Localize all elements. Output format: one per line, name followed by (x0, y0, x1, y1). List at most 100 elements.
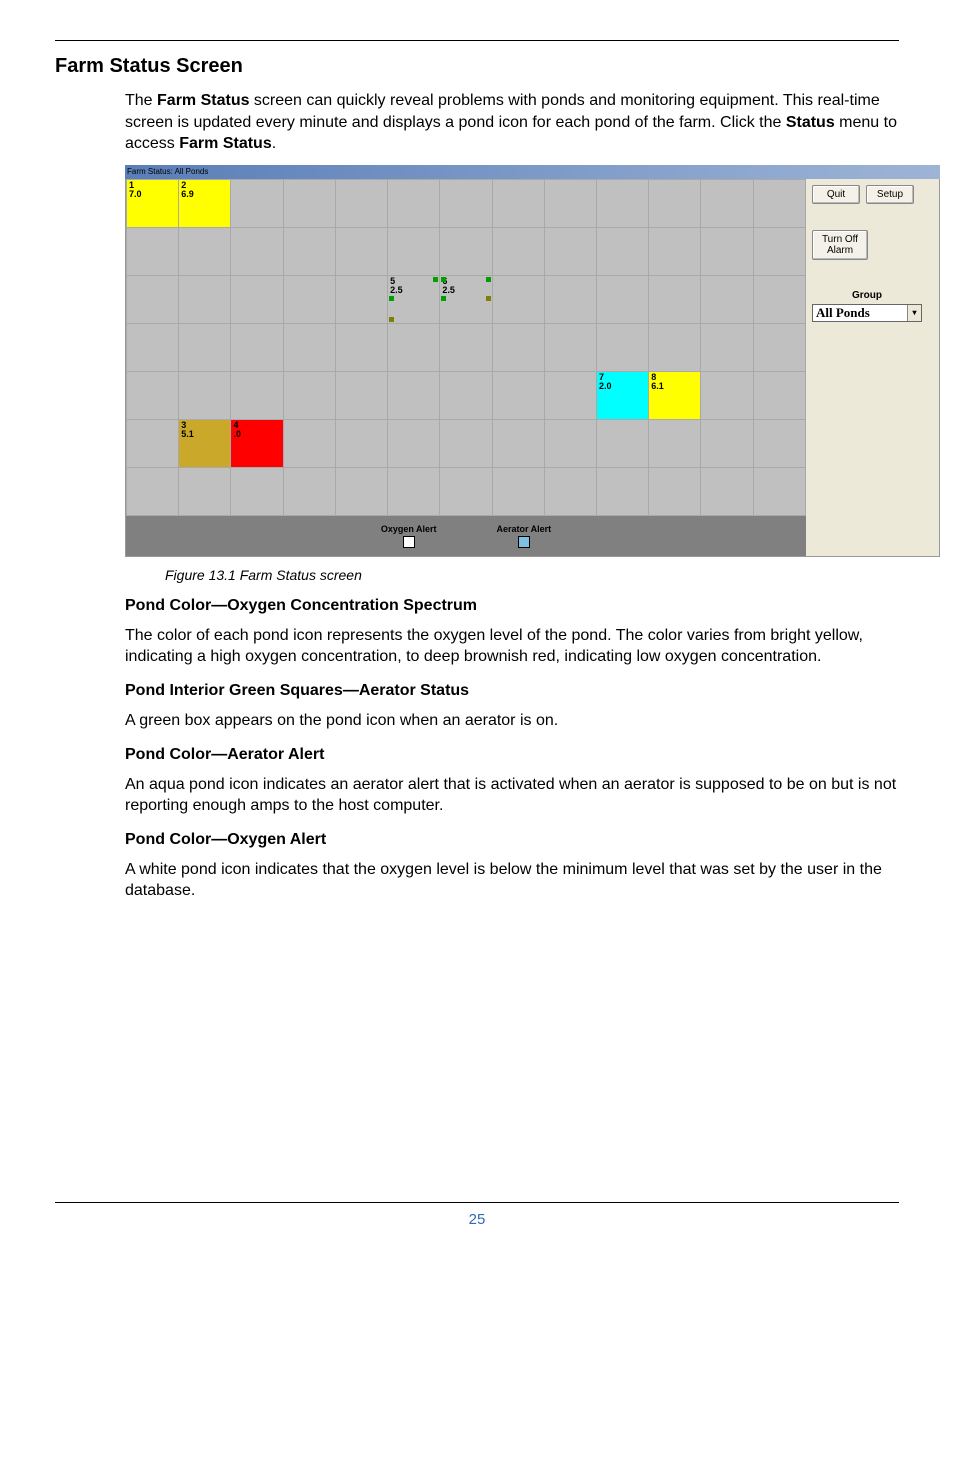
pond-cell[interactable] (440, 467, 492, 515)
pond-cell[interactable] (283, 419, 335, 467)
pond-cell[interactable] (649, 467, 701, 515)
chevron-down-icon[interactable]: ▾ (907, 305, 921, 321)
pond-cell[interactable] (283, 467, 335, 515)
pond-cell[interactable] (753, 419, 805, 467)
pond-cell[interactable] (127, 419, 179, 467)
pond-cell[interactable]: 5 2.5 (388, 275, 440, 323)
pond-cell[interactable] (335, 467, 387, 515)
pond-cell[interactable] (179, 275, 231, 323)
pond-cell[interactable]: 8 6.1 (649, 371, 701, 419)
pond-cell[interactable] (440, 323, 492, 371)
pond-cell[interactable] (753, 323, 805, 371)
pond-cell[interactable] (127, 227, 179, 275)
quit-button[interactable]: Quit (812, 185, 860, 204)
pond-cell[interactable] (231, 179, 283, 227)
pond-cell[interactable] (492, 419, 544, 467)
pond-cell[interactable] (388, 419, 440, 467)
pond-cell[interactable] (492, 227, 544, 275)
pond-cell[interactable] (127, 467, 179, 515)
pond-cell[interactable]: 1 7.0 (127, 179, 179, 227)
pond-cell[interactable] (492, 179, 544, 227)
pond-cell[interactable] (127, 371, 179, 419)
pond-cell[interactable] (649, 275, 701, 323)
pond-cell[interactable] (388, 323, 440, 371)
pond-cell[interactable] (283, 179, 335, 227)
pond-cell[interactable] (388, 179, 440, 227)
pond-cell[interactable] (231, 467, 283, 515)
intro-b2: Status (786, 114, 835, 131)
pond-cell[interactable]: 6 2.5 (440, 275, 492, 323)
setup-button[interactable]: Setup (866, 185, 914, 204)
pond-cell[interactable] (492, 371, 544, 419)
pond-cell[interactable] (753, 179, 805, 227)
pond-cell[interactable] (596, 227, 648, 275)
pond-cell[interactable] (544, 275, 596, 323)
pond-cell[interactable] (701, 179, 753, 227)
pond-cell[interactable] (701, 467, 753, 515)
pond-cell[interactable] (596, 467, 648, 515)
pond-cell[interactable] (649, 227, 701, 275)
pond-cell[interactable] (231, 227, 283, 275)
pond-cell[interactable] (440, 419, 492, 467)
pond-cell[interactable] (544, 419, 596, 467)
pond-cell[interactable] (388, 467, 440, 515)
pond-cell[interactable] (649, 323, 701, 371)
pond-cell[interactable] (596, 179, 648, 227)
pond-cell[interactable] (544, 467, 596, 515)
pond-cell[interactable] (596, 419, 648, 467)
pond-cell[interactable] (753, 227, 805, 275)
pond-cell[interactable] (544, 371, 596, 419)
pond-cell[interactable] (440, 179, 492, 227)
pond-cell[interactable] (544, 227, 596, 275)
pond-cell[interactable] (231, 371, 283, 419)
pond-cell[interactable] (544, 323, 596, 371)
pond-cell[interactable] (596, 323, 648, 371)
pond-cell[interactable] (335, 371, 387, 419)
turn-off-alarm-button[interactable]: Turn Off Alarm (812, 230, 868, 260)
pond-cell[interactable] (492, 275, 544, 323)
pond-cell[interactable] (127, 275, 179, 323)
pond-cell[interactable] (753, 275, 805, 323)
pond-cell[interactable] (701, 275, 753, 323)
pond-cell[interactable]: 7 2.0 (596, 371, 648, 419)
pond-cell[interactable] (544, 179, 596, 227)
pond-cell[interactable] (179, 227, 231, 275)
sub1-title: Pond Color—Oxygen Concentration Spectrum (125, 597, 899, 615)
pond-cell[interactable] (231, 323, 283, 371)
pond-cell[interactable] (179, 323, 231, 371)
pond-cell[interactable] (283, 323, 335, 371)
pond-cell[interactable] (596, 275, 648, 323)
pond-cell[interactable] (388, 371, 440, 419)
pond-cell[interactable]: 2 6.9 (179, 179, 231, 227)
pond-cell[interactable] (753, 467, 805, 515)
pond-cell[interactable] (701, 323, 753, 371)
pond-cell[interactable] (701, 227, 753, 275)
pond-cell[interactable] (335, 323, 387, 371)
pond-cell[interactable] (127, 323, 179, 371)
pond-cell[interactable] (492, 467, 544, 515)
pond-cell[interactable] (335, 227, 387, 275)
group-dropdown[interactable]: All Ponds ▾ (812, 304, 922, 322)
pond-cell[interactable] (179, 371, 231, 419)
pond-cell[interactable] (283, 227, 335, 275)
pond-cell[interactable] (231, 275, 283, 323)
pond-cell[interactable] (440, 227, 492, 275)
pond-cell[interactable] (335, 419, 387, 467)
pond-cell[interactable] (649, 419, 701, 467)
pond-cell[interactable]: 4 .0 (231, 419, 283, 467)
pond-label: 4 .0 (233, 421, 280, 440)
pond-cell[interactable] (179, 467, 231, 515)
legend-aerator-square (518, 536, 530, 548)
pond-cell[interactable] (283, 275, 335, 323)
pond-cell[interactable] (701, 419, 753, 467)
pond-cell[interactable]: 3 5.1 (179, 419, 231, 467)
pond-cell[interactable] (440, 371, 492, 419)
pond-cell[interactable] (649, 179, 701, 227)
pond-cell[interactable] (701, 371, 753, 419)
pond-cell[interactable] (335, 179, 387, 227)
pond-cell[interactable] (283, 371, 335, 419)
pond-cell[interactable] (388, 227, 440, 275)
pond-cell[interactable] (335, 275, 387, 323)
pond-cell[interactable] (492, 323, 544, 371)
pond-cell[interactable] (753, 371, 805, 419)
